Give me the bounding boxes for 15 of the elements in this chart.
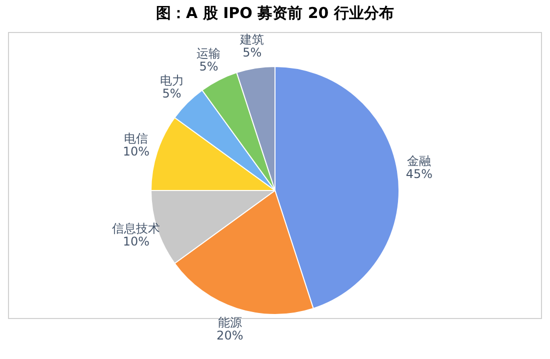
slice-label: 电力 (160, 73, 184, 88)
data-label: 10% (122, 234, 150, 249)
slice-label: 建筑 (239, 32, 264, 46)
data-label: 5% (162, 86, 182, 100)
data-label: 45% (406, 166, 433, 181)
chart-title: 图：A 股 IPO 募资前 20 行业分布 (155, 4, 395, 23)
data-label: 10% (122, 144, 150, 159)
slice-label: 信息技术 (112, 222, 160, 236)
slice-label: 金融 (407, 154, 432, 168)
data-label: 5% (199, 60, 218, 74)
slice-label: 能源 (218, 315, 242, 330)
slice-label: 运输 (196, 46, 221, 61)
slice-label: 电信 (124, 132, 148, 146)
data-label: 20% (216, 328, 244, 342)
data-label: 5% (242, 45, 262, 60)
